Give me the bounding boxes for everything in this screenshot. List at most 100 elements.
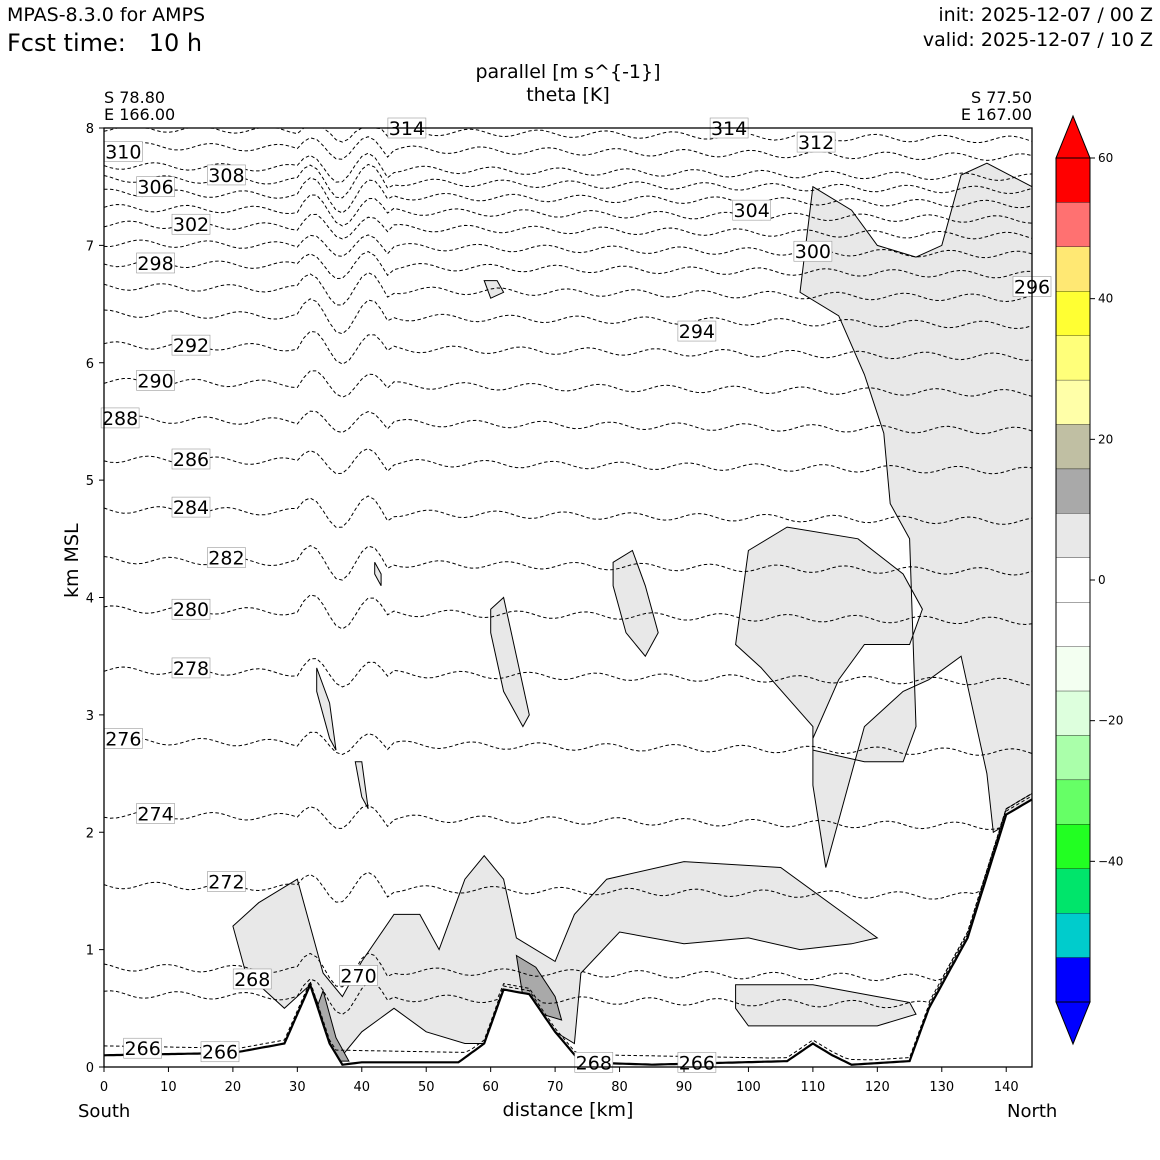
theta-label-text: 308 <box>208 165 244 187</box>
theta-contour-282 <box>103 545 1033 581</box>
colorbar-segment <box>1055 424 1091 470</box>
theta-label-text: 270 <box>340 965 376 987</box>
colorbar-tick-label: 0 <box>1098 573 1106 587</box>
theta-label: 312 <box>796 131 836 154</box>
x-tick-label: 10 <box>160 1080 177 1095</box>
theta-label: 274 <box>136 803 175 825</box>
x-tick-label: 140 <box>994 1080 1019 1095</box>
theta-label: 294 <box>677 320 717 343</box>
theta-label-text: 272 <box>208 872 244 894</box>
theta-label: 278 <box>171 657 211 680</box>
left-point-lon: E 166.00 <box>104 105 176 124</box>
theta-label-box <box>123 1037 162 1059</box>
theta-label-box <box>796 131 836 153</box>
terrain-outline <box>103 798 1033 1066</box>
theta-contour-298 <box>103 251 1032 280</box>
x-tick-label: 30 <box>289 1080 306 1095</box>
forecast-time-label: Fcst time: <box>7 29 126 57</box>
south-label: South <box>78 1101 131 1122</box>
theta-label-text: 314 <box>389 118 425 140</box>
theta-contour-288 <box>103 410 1033 435</box>
wind-region <box>735 162 1033 868</box>
theta-contour-276 <box>103 731 1033 756</box>
wind-region <box>483 280 505 299</box>
chart-title-line1: parallel [m s^{-1}] <box>475 61 661 83</box>
y-tick-label: 8 <box>86 122 94 137</box>
colorbar-segment <box>1055 291 1091 336</box>
colorbar-segment <box>1055 202 1091 247</box>
theta-label-box <box>171 448 211 470</box>
theta-label-text: 278 <box>173 658 209 680</box>
theta-label: 286 <box>171 448 211 471</box>
theta-label-text: 286 <box>173 449 209 471</box>
colorbar-tick-label: −20 <box>1098 714 1123 728</box>
theta-contour-274 <box>103 793 1033 830</box>
theta-label-layer: 266 266 266 268 268 270 272 274 276 278 280 282 284 2… <box>100 117 1052 1074</box>
theta-label-text: 300 <box>795 241 831 263</box>
theta-contour-308 <box>103 163 1033 199</box>
x-tick-label: 50 <box>418 1080 435 1095</box>
colorbar-segment <box>1055 468 1091 514</box>
y-tick-label: 3 <box>86 709 94 724</box>
theta-label-box <box>171 334 211 356</box>
x-tick-label: 20 <box>225 1080 242 1095</box>
theta-contour-284 <box>103 495 1033 528</box>
theta-label-box <box>171 598 211 620</box>
theta-label-box <box>793 240 833 262</box>
theta-label: 302 <box>171 213 211 236</box>
theta-contour-292 <box>103 330 1033 365</box>
colorbar-segment <box>1055 779 1091 825</box>
theta-label: 288 <box>100 407 140 430</box>
right-point-lat: S 77.50 <box>970 88 1032 107</box>
x-tick-label: 70 <box>547 1080 564 1095</box>
theta-label-text: 280 <box>173 599 209 621</box>
wind-region <box>316 667 337 751</box>
theta-label-text: 274 <box>137 803 173 825</box>
theta-label-box <box>677 320 717 342</box>
wind-shading-layer <box>232 162 1033 1062</box>
x-tick-label: 40 <box>354 1080 371 1095</box>
theta-label-text: 268 <box>576 1052 612 1074</box>
theta-label-text: 310 <box>105 141 141 163</box>
theta-label: 304 <box>732 199 771 222</box>
theta-label: 292 <box>171 334 211 357</box>
theta-contour-290 <box>103 370 1033 398</box>
theta-label: 298 <box>136 252 175 275</box>
theta-label: 284 <box>171 496 211 519</box>
theta-label-box <box>732 199 771 221</box>
colorbar-segment <box>1055 646 1091 692</box>
x-tick-label: 100 <box>736 1080 761 1095</box>
colorbar-segment <box>1055 913 1091 958</box>
y-tick-label: 7 <box>86 239 94 254</box>
wind-region <box>232 854 879 1057</box>
theta-label-box <box>232 968 272 990</box>
theta-label-box <box>207 547 246 568</box>
colorbar-segment <box>1055 246 1091 292</box>
theta-label-text: 304 <box>734 200 770 222</box>
theta-contour-278 <box>103 658 1033 688</box>
theta-label: 266 <box>200 1041 240 1064</box>
theta-label-text: 266 <box>679 1052 715 1074</box>
theta-label-text: 312 <box>798 132 834 154</box>
theta-label-box <box>136 803 175 824</box>
theta-label-text: 284 <box>173 497 209 519</box>
theta-label-box <box>136 176 175 197</box>
y-tick-label: 6 <box>86 357 94 372</box>
colorbar-segment <box>1055 513 1091 558</box>
theta-contour-306 <box>103 177 1033 214</box>
x-tick-label: 130 <box>929 1080 954 1095</box>
x-axis-label: distance [km] <box>502 1099 634 1121</box>
theta-label-box <box>207 164 246 186</box>
theta-contour-302 <box>103 213 1033 240</box>
colorbar-segment <box>1055 557 1091 603</box>
y-tick-label: 2 <box>86 826 94 841</box>
colorbar: 60 40 20 0 −20 −40 <box>1055 114 1123 1046</box>
theta-contour-294 <box>103 298 1033 335</box>
theta-label-text: 288 <box>102 408 138 430</box>
theta-label: 268 <box>232 968 272 991</box>
init-time: init: 2025-12-07 / 00 Z <box>938 4 1153 26</box>
x-tick-label: 80 <box>611 1080 628 1095</box>
theta-label-box <box>339 965 378 986</box>
model-name: MPAS-8.3.0 for AMPS <box>7 4 206 26</box>
theta-label-box <box>100 407 140 429</box>
